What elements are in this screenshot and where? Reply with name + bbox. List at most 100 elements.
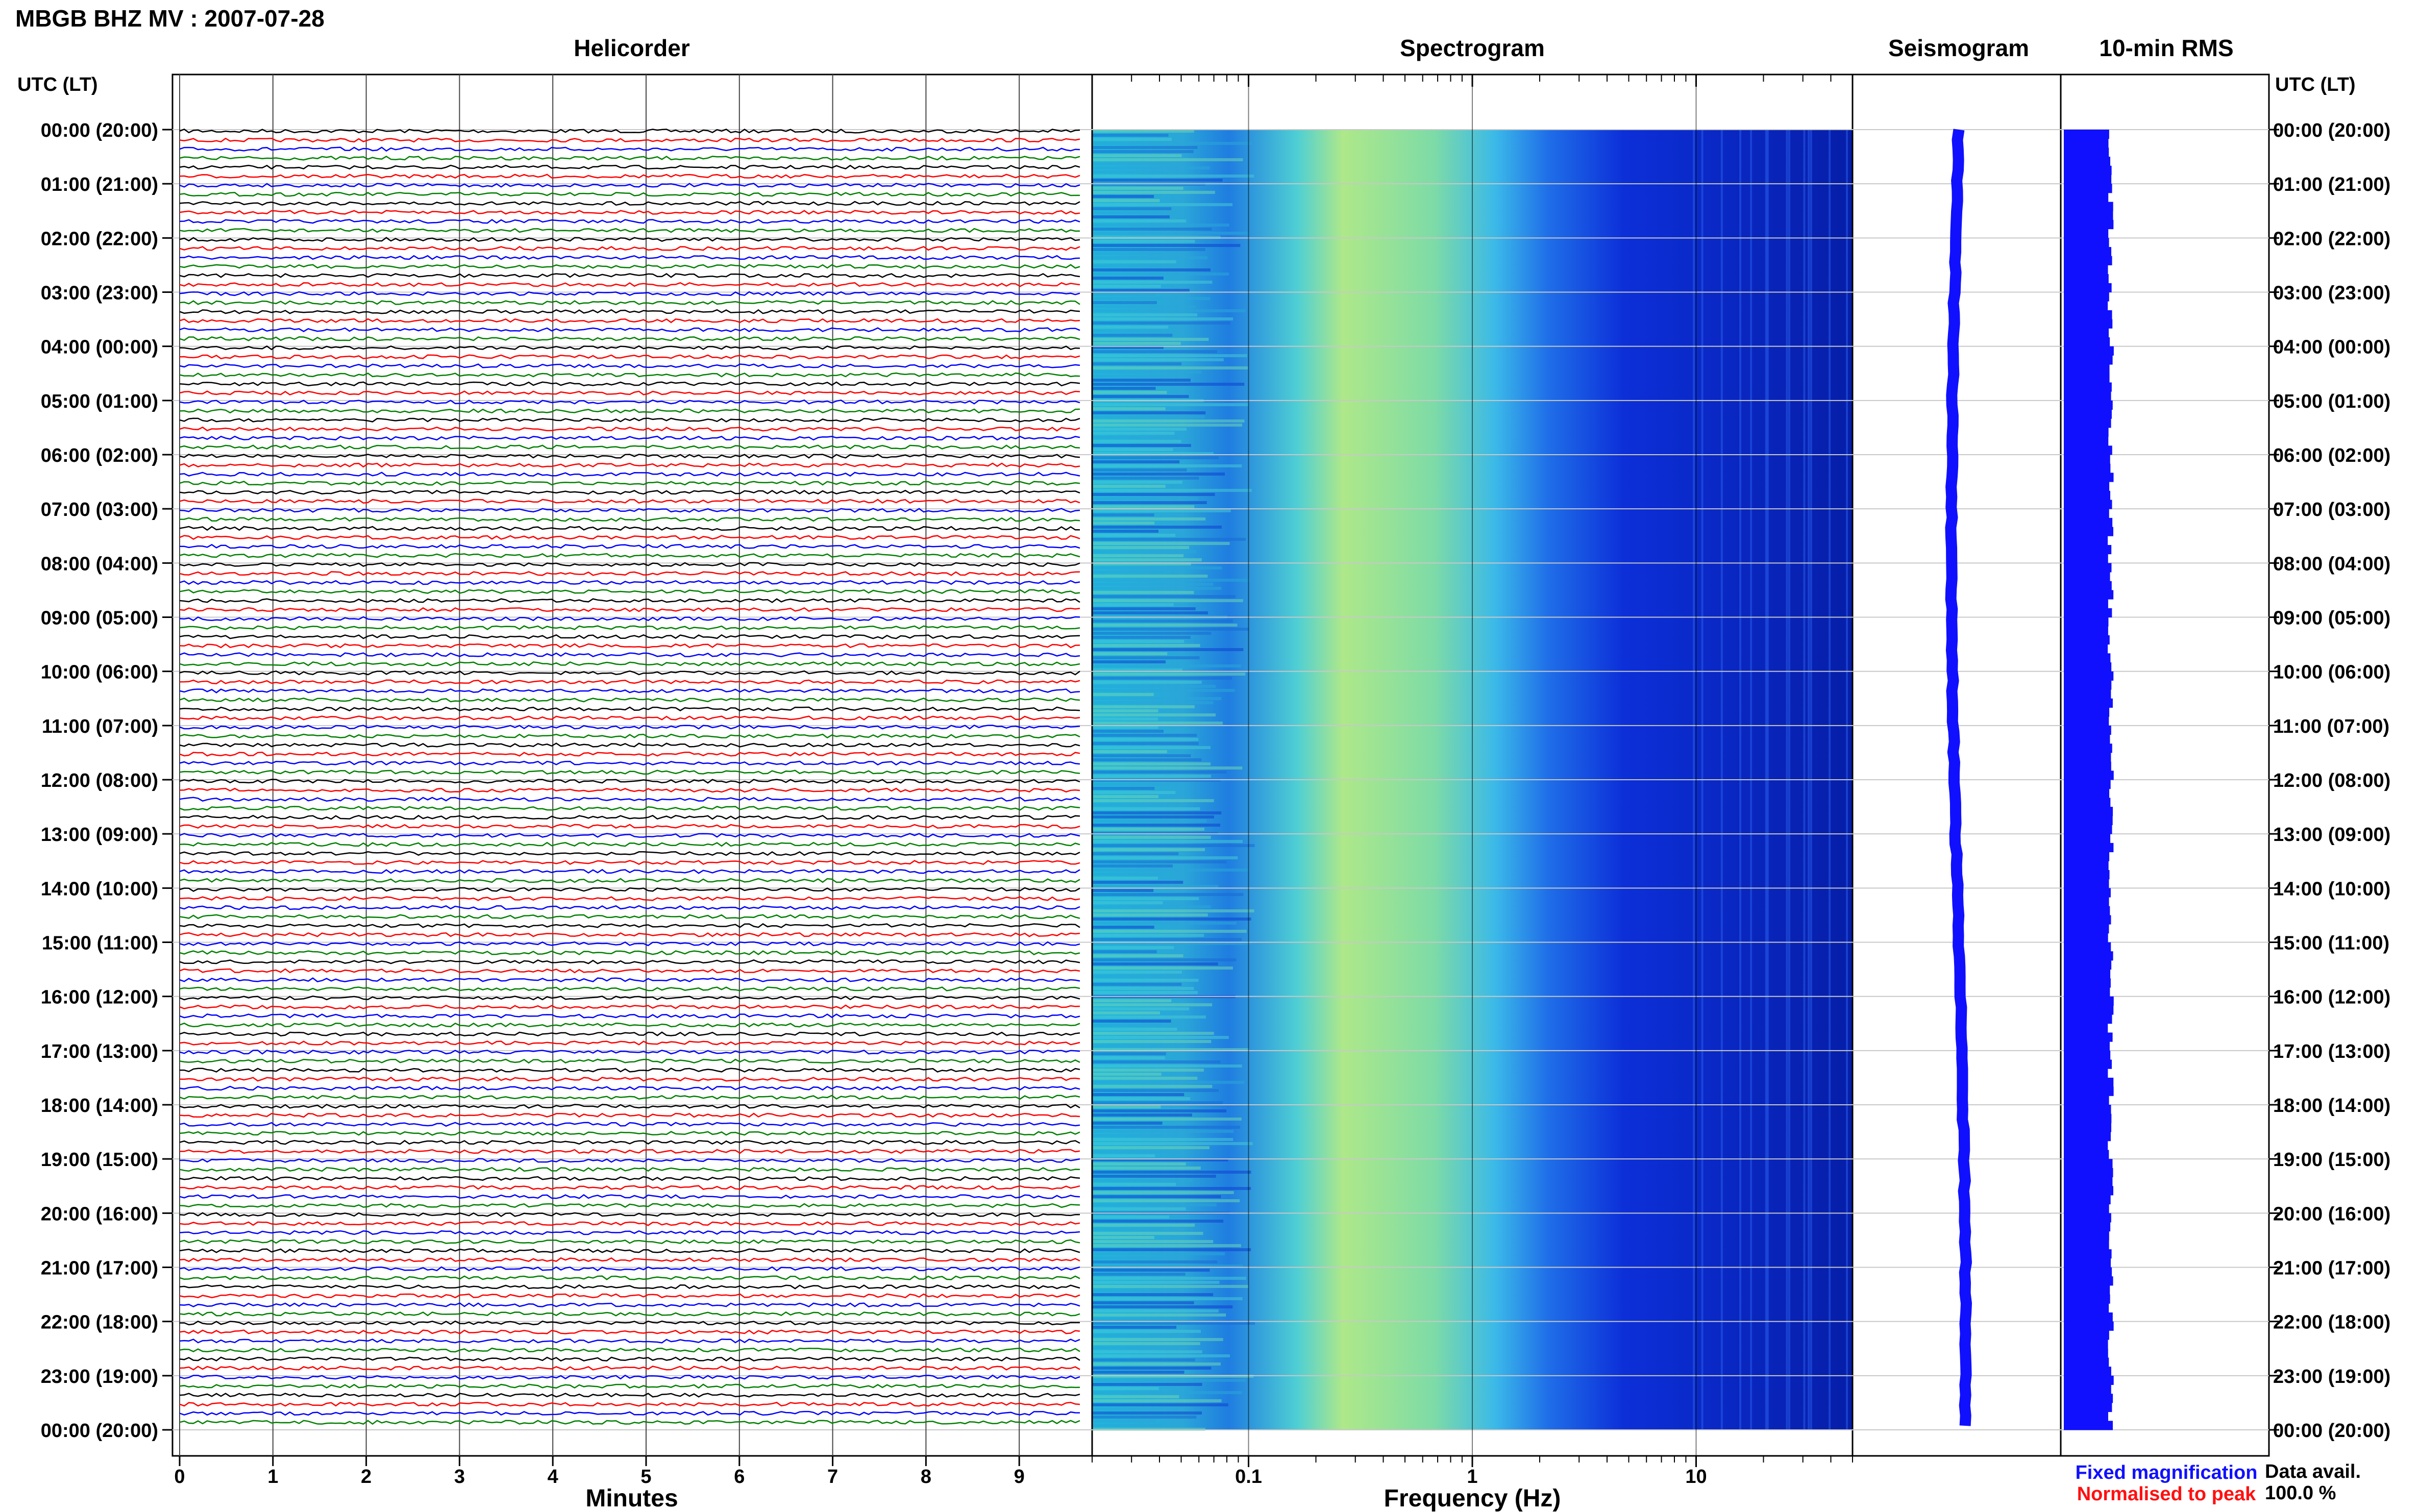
rms-bar: [2064, 924, 2109, 934]
data-availability-label: Data avail.: [2265, 1461, 2361, 1482]
rms-bar: [2064, 1240, 2109, 1250]
helicorder-trace: [179, 354, 1080, 360]
helicorder-trace: [179, 237, 1080, 242]
spectrogram-stripe: [1092, 909, 1254, 912]
rms-bar: [2064, 1077, 2114, 1087]
helicorder-trace: [179, 670, 1080, 676]
spectrogram-stripe: [1092, 1146, 1210, 1149]
spectrogram-stripe: [1092, 485, 1166, 488]
time-tick-label: 18:00 (14:00): [41, 1095, 158, 1117]
helicorder-trace: [179, 571, 1080, 576]
spectrogram-stripe: [1092, 248, 1205, 251]
helicorder-trace: [179, 598, 1080, 603]
rms-bar: [2064, 1186, 2114, 1196]
rms-bar: [2064, 861, 2109, 871]
helicorder-trace: [179, 1095, 1080, 1100]
helicorder-trace: [179, 1311, 1080, 1317]
minute-tick-label: 9: [1014, 1466, 1025, 1488]
helicorder-trace: [179, 1203, 1080, 1208]
spectrogram-stripe: [1092, 1269, 1210, 1272]
spectrogram-stripe: [1092, 489, 1252, 492]
rms-bar: [2064, 1222, 2111, 1232]
helicorder-trace: [179, 472, 1080, 477]
spectrogram-stripe: [1092, 1191, 1234, 1194]
rms-bar: [2064, 1105, 2111, 1114]
spectrogram-stripe: [1092, 195, 1154, 198]
rms-bar: [2064, 1213, 2111, 1223]
spectrogram-stripe: [1092, 1244, 1241, 1247]
helicorder-trace: [179, 453, 1080, 459]
helicorder-trace: [179, 1383, 1080, 1389]
rms-bar: [2064, 211, 2113, 220]
spectrogram-stripe: [1092, 509, 1231, 512]
spectrogram-stripe: [1092, 1195, 1221, 1198]
spectrogram-stripe: [1092, 187, 1183, 190]
rms-bar: [2064, 1276, 2113, 1286]
rms-bar: [2064, 147, 2109, 157]
spectrogram-stripe: [1092, 918, 1251, 921]
rms-frame: [2060, 73, 2270, 1457]
helicorder-trace: [179, 1366, 1080, 1371]
spectrogram-stripe: [1092, 317, 1233, 320]
rms-bar: [2064, 716, 2109, 726]
helicorder-trace: [179, 1176, 1080, 1181]
time-tick-label: 16:00 (12:00): [2273, 987, 2390, 1008]
spectrogram-stripe: [1092, 693, 1154, 696]
helicorder-trace: [179, 381, 1080, 387]
rms-bar: [2064, 373, 2110, 383]
spectrogram-stripe: [1092, 999, 1172, 1002]
helicorder-trace: [179, 697, 1080, 703]
spectrogram-stripe: [1092, 366, 1248, 369]
rms-bar: [2064, 563, 2112, 573]
spectrogram-stripe: [1092, 224, 1229, 227]
spectrogram-stripe: [1092, 966, 1233, 970]
spectrogram-stripe: [1092, 950, 1157, 953]
helicorder-trace: [179, 128, 1080, 134]
rms-bar: [2064, 355, 2113, 365]
legend-fixed-magnification: Fixed magnification: [2076, 1462, 2258, 1483]
rms-bar: [2064, 292, 2109, 302]
helicorder-trace: [179, 1112, 1080, 1118]
helicorder-trace: [179, 652, 1080, 657]
rms-bar: [2064, 1159, 2113, 1169]
helicorder-trace: [179, 986, 1080, 992]
rms-bar: [2064, 725, 2111, 735]
time-tick-label: 03:00 (23:00): [41, 283, 158, 304]
spectrogram-stripe: [1092, 599, 1243, 602]
helicorder-trace: [179, 516, 1080, 522]
rms-bar: [2064, 1357, 2109, 1367]
rms-bar: [2064, 1303, 2109, 1313]
helicorder-trace: [179, 336, 1080, 341]
helicorder-trace: [179, 1122, 1080, 1127]
spectrogram-stripe: [1092, 860, 1227, 863]
rms-bar: [2064, 842, 2114, 853]
spectrogram-stripe: [1092, 1060, 1221, 1063]
rms-bar: [2064, 1195, 2111, 1205]
spectrogram-stripe: [1092, 705, 1195, 708]
spectrogram-stripe: [1092, 864, 1173, 867]
spectrogram-stripe: [1092, 771, 1227, 774]
rms-bar: [2064, 1059, 2112, 1069]
rms-bar: [2064, 798, 2111, 807]
time-tick-label: 21:00 (17:00): [41, 1258, 158, 1279]
helicorder-trace: [179, 643, 1080, 649]
spectrogram-stripe: [1092, 766, 1243, 770]
time-tick-label: 17:00 (13:00): [41, 1041, 158, 1062]
spectrogram-stripe: [1092, 203, 1233, 206]
spectrogram-stripe: [1092, 1097, 1191, 1100]
spectrogram-stripe: [1092, 1416, 1197, 1419]
time-axis-label-right: UTC (LT): [2275, 74, 2356, 95]
spectrogram-stripe: [1092, 1411, 1202, 1415]
helicorder-trace: [179, 282, 1080, 287]
spectrogram-stripe: [1092, 803, 1188, 806]
time-tick-label: 19:00 (15:00): [2273, 1149, 2390, 1171]
spectrogram-stripe: [1092, 1362, 1221, 1366]
helicorder-trace: [179, 318, 1080, 324]
rms-bar: [2064, 192, 2109, 203]
spectrogram-stripe: [1092, 905, 1211, 908]
rms-bar: [2064, 933, 2108, 943]
spectrogram-stripe: [1092, 493, 1215, 496]
spectrogram-stripe: [1092, 636, 1191, 639]
time-tick-label: 10:00 (06:00): [41, 662, 158, 683]
